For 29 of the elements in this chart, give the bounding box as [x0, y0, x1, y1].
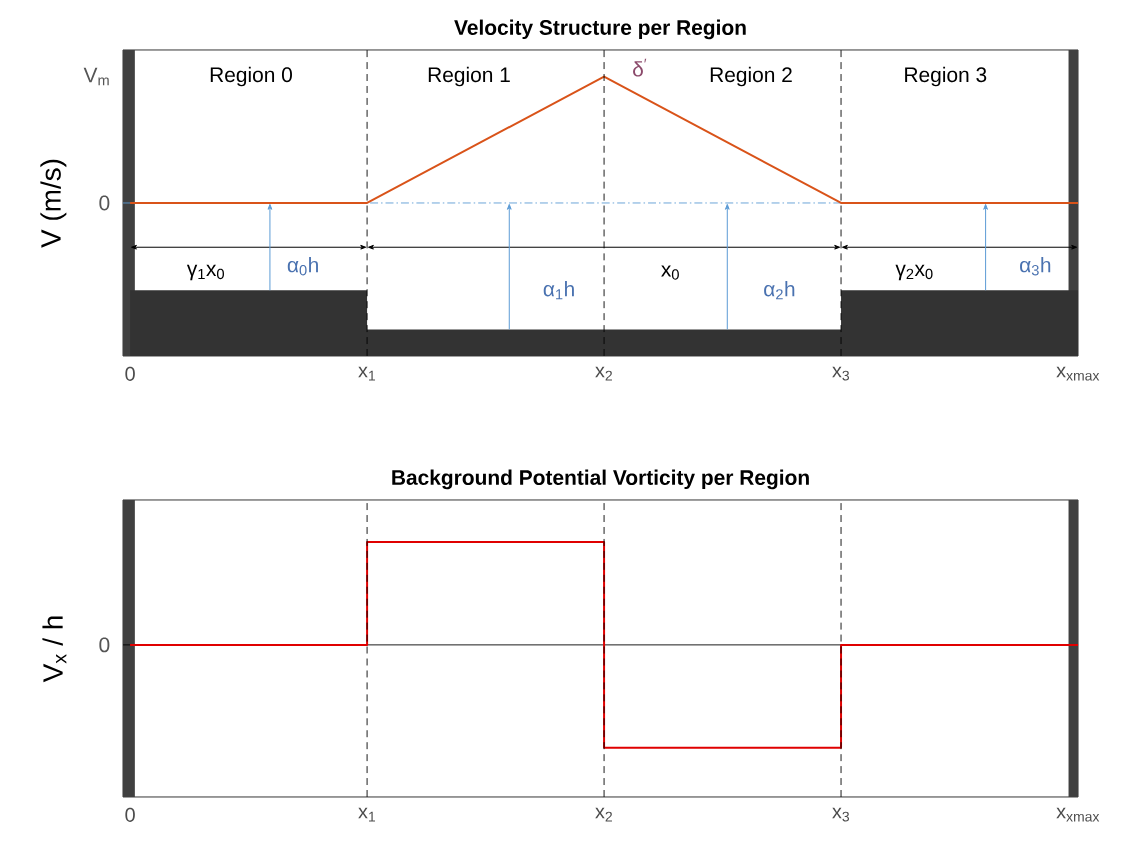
- annotation: α$_{0}$h: [287, 257, 318, 276]
- x-tick-label: x$_{xmax}$: [1056, 807, 1100, 822]
- text: V$_{m}$: [83, 67, 109, 86]
- y-axis-title: V$_{x}$ / h: [42, 616, 67, 683]
- x-tick-label: x$_{3}$: [832, 366, 850, 381]
- annotation: α$_{3}$h: [1020, 257, 1051, 276]
- x-tick-label: x$_{1}$: [358, 366, 376, 381]
- annotation: γ$_{1}$x$_{0}$: [186, 264, 224, 281]
- x-tick-label: x$_{xmax}$: [1056, 366, 1100, 381]
- x-tick-label: x$_{2}$: [595, 366, 612, 381]
- x-tick-label: x$_{3}$: [832, 807, 850, 822]
- annotation: Region 2: [710, 66, 792, 87]
- x-tick-label: x$_{2}$: [595, 807, 612, 822]
- annotation: Region 3: [905, 66, 987, 87]
- chart-title: Background Potential Vorticity per Region: [392, 469, 809, 490]
- annotation: Region 0: [210, 66, 292, 87]
- annotation: δ$^{′}$: [633, 58, 647, 77]
- y-axis-title: V (m/s): [40, 159, 67, 248]
- annotation: γ$_{2}$x$_{0}$: [895, 264, 933, 281]
- annotation: x$_{0}$: [661, 265, 679, 280]
- annotation: Region 1: [428, 66, 510, 87]
- x-tick-label: 0: [125, 807, 135, 822]
- annotation: α$_{2}$h: [764, 281, 795, 300]
- text: 0: [99, 195, 110, 211]
- x-tick-label: 0: [125, 366, 135, 381]
- text: 0: [99, 637, 110, 653]
- annotation: α$_{1}$h: [543, 281, 574, 300]
- x-tick-label: x$_{1}$: [358, 807, 376, 822]
- chart-title: Velocity Structure per Region: [454, 19, 746, 40]
